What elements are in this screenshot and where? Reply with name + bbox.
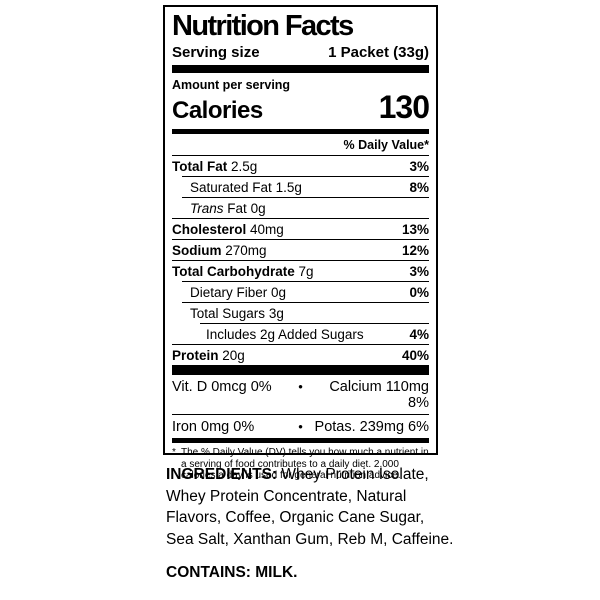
bullet-separator: •: [298, 378, 303, 394]
nutrient-name: Total Carbohydrate: [172, 264, 295, 279]
amount-per-serving-label: Amount per serving: [172, 78, 291, 92]
nutrient-dv: 40%: [401, 348, 429, 363]
nutrient-row-added-sugars: Includes 2g Added Sugars 4%: [200, 323, 429, 344]
nutrient-name: Sodium: [172, 243, 222, 258]
nutrient-amount: 20g: [222, 348, 245, 363]
ingredients-block: INGREDIENTS: Whey Protein Isolate, Whey …: [166, 464, 456, 550]
serving-size-label: Serving size: [172, 44, 260, 61]
nutrient-row-protein: Protein 20g 40%: [172, 344, 429, 365]
nutrient-dv: 0%: [409, 285, 429, 300]
contains-statement: CONTAINS: MILK.: [166, 564, 298, 581]
micronutrient-left: Iron 0mg 0%: [172, 418, 255, 435]
divider-bar-medium: [172, 129, 429, 134]
nutrient-name: Includes 2g Added Sugars: [206, 327, 364, 342]
nutrient-row-saturated-fat: Saturated Fat 1.5g 8%: [182, 176, 429, 197]
nutrient-row-dietary-fiber: Dietary Fiber 0g 0%: [182, 281, 429, 302]
nutrient-row-total-carbohydrate: Total Carbohydrate 7g 3%: [172, 260, 429, 281]
calories-row: Calories 130: [172, 89, 430, 129]
divider-bar-thick: [172, 65, 429, 73]
nutrient-amount: 2.5g: [231, 159, 258, 174]
nutrient-name: Saturated Fat: [190, 180, 272, 195]
footnote-asterisk: *: [172, 447, 176, 458]
calories-label: Calories: [172, 97, 263, 124]
divider-bar-medium: [172, 438, 429, 443]
nutrient-dv: 3%: [409, 159, 429, 174]
bullet-separator: •: [298, 418, 303, 434]
nutrient-row-total-fat: Total Fat 2.5g 3%: [172, 155, 429, 176]
nutrient-dv: 8%: [409, 180, 429, 195]
micronutrient-right: Calcium 110mg 8%: [329, 378, 429, 411]
nutrient-dv: 4%: [409, 327, 429, 342]
nutrient-name: Protein: [172, 348, 219, 363]
footnote-text: The % Daily Value (DV) tells you how muc…: [181, 447, 429, 481]
nutrient-dv: 12%: [401, 243, 429, 258]
divider-bar-thick: [172, 365, 429, 375]
serving-size-row: Serving size 1 Packet (33g): [172, 43, 429, 65]
daily-value-header: % Daily Value*: [343, 138, 429, 152]
nutrient-dv: 3%: [409, 264, 429, 279]
nutrient-row-sodium: Sodium 270mg 12%: [172, 239, 429, 260]
nutrient-row-cholesterol: Cholesterol 40mg 13%: [172, 218, 429, 239]
micronutrient-row-vitd-calcium: Vit. D 0mcg 0% • Calcium 110mg 8%: [172, 375, 429, 414]
nutrient-amount: 0g: [250, 201, 266, 216]
nutrition-facts-panel: Nutrition Facts Serving size 1 Packet (3…: [163, 5, 438, 481]
nutrition-facts-title: Nutrition Facts: [172, 10, 354, 42]
nutrient-name-italic: Trans: [190, 201, 224, 216]
micronutrient-right: Potas. 239mg 6%: [314, 418, 429, 435]
micronutrient-row-iron-potassium: Iron 0mg 0% • Potas. 239mg 6%: [172, 414, 429, 438]
nutrient-amount: 270mg: [225, 243, 267, 258]
nutrient-amount: 0g: [271, 285, 287, 300]
nutrient-amount: 3g: [268, 306, 284, 321]
nutrient-amount: 40mg: [250, 222, 284, 237]
nutrient-name: Dietary Fiber: [190, 285, 268, 300]
nutrient-row-total-sugars: Total Sugars 3g: [182, 302, 429, 323]
nutrient-name: Fat: [227, 201, 247, 216]
calories-value: 130: [378, 89, 430, 125]
ingredients-heading: INGREDIENTS:: [166, 466, 278, 483]
micronutrient-left: Vit. D 0mcg 0%: [172, 378, 272, 395]
nutrient-name: Total Sugars: [190, 306, 266, 321]
nutrient-row-trans-fat: Trans Fat 0g: [182, 197, 429, 218]
ingredients-text: Whey Protein Isolate, Whey Protein Conce…: [166, 466, 454, 548]
nutrient-dv: 13%: [401, 222, 429, 237]
nutrient-name: Total Fat: [172, 159, 228, 174]
nutrient-amount: 1.5g: [275, 180, 302, 195]
serving-size-value: 1 Packet (33g): [328, 44, 429, 61]
nutrient-name: Cholesterol: [172, 222, 247, 237]
nutrient-amount: 7g: [298, 264, 314, 279]
daily-value-footnote: * The % Daily Value (DV) tells you how m…: [172, 443, 429, 482]
